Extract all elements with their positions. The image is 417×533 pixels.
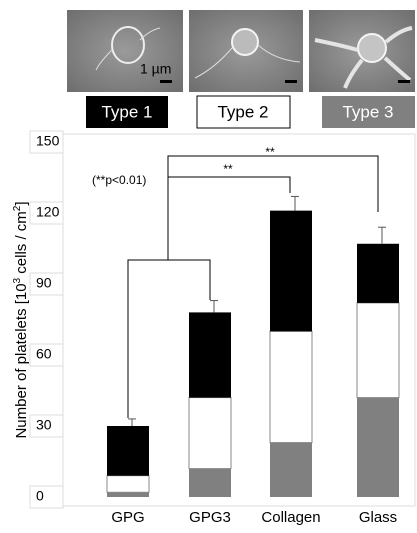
y-tick-label: 150 bbox=[36, 133, 60, 149]
legend-label: Type 1 bbox=[101, 102, 152, 121]
bar-segment bbox=[357, 244, 399, 303]
bar-segment bbox=[107, 426, 149, 476]
annotation: (**p<0.01) bbox=[92, 173, 146, 187]
legend-label: Type 2 bbox=[217, 102, 268, 121]
significance-brackets bbox=[128, 156, 378, 418]
y-axis-label: Number of platelets [103 cells / cm2] bbox=[12, 201, 30, 438]
y-tick-box bbox=[30, 486, 63, 508]
annotation: ** bbox=[223, 162, 233, 176]
y-tick-label: 0 bbox=[36, 488, 44, 504]
x-tick-label: GPG3 bbox=[189, 509, 231, 526]
bar-segment bbox=[357, 303, 399, 398]
chart: 1 µm Number of platelets [103 cells / cm… bbox=[0, 0, 417, 528]
y-tick-label: 90 bbox=[36, 275, 52, 291]
y-label-part: Number of platelets [10 bbox=[13, 283, 30, 438]
y-tick-label: 30 bbox=[36, 417, 52, 433]
bar-segment bbox=[270, 211, 312, 332]
bar-segment bbox=[189, 469, 231, 497]
bar-segment bbox=[189, 312, 231, 397]
bar-segment bbox=[357, 398, 399, 497]
legend-label: Type 3 bbox=[342, 102, 393, 121]
x-tick-label: GPG bbox=[111, 509, 144, 526]
y-label-part: ] bbox=[13, 201, 30, 205]
x-tick-label: Collagen bbox=[261, 509, 320, 526]
bar-segment bbox=[270, 443, 312, 497]
bar-segment bbox=[189, 398, 231, 469]
bar-segment bbox=[107, 476, 149, 493]
bar-segment bbox=[270, 331, 312, 442]
bar-segment bbox=[107, 492, 149, 497]
sem-images: 1 µm bbox=[67, 10, 415, 92]
annotation: ** bbox=[265, 145, 275, 159]
scale-label: 1 µm bbox=[140, 61, 171, 77]
x-tick-label: Glass bbox=[359, 509, 397, 526]
y-tick-label: 120 bbox=[36, 204, 60, 220]
y-tick-label: 60 bbox=[36, 346, 52, 362]
y-label-part: cells / cm bbox=[13, 211, 30, 278]
